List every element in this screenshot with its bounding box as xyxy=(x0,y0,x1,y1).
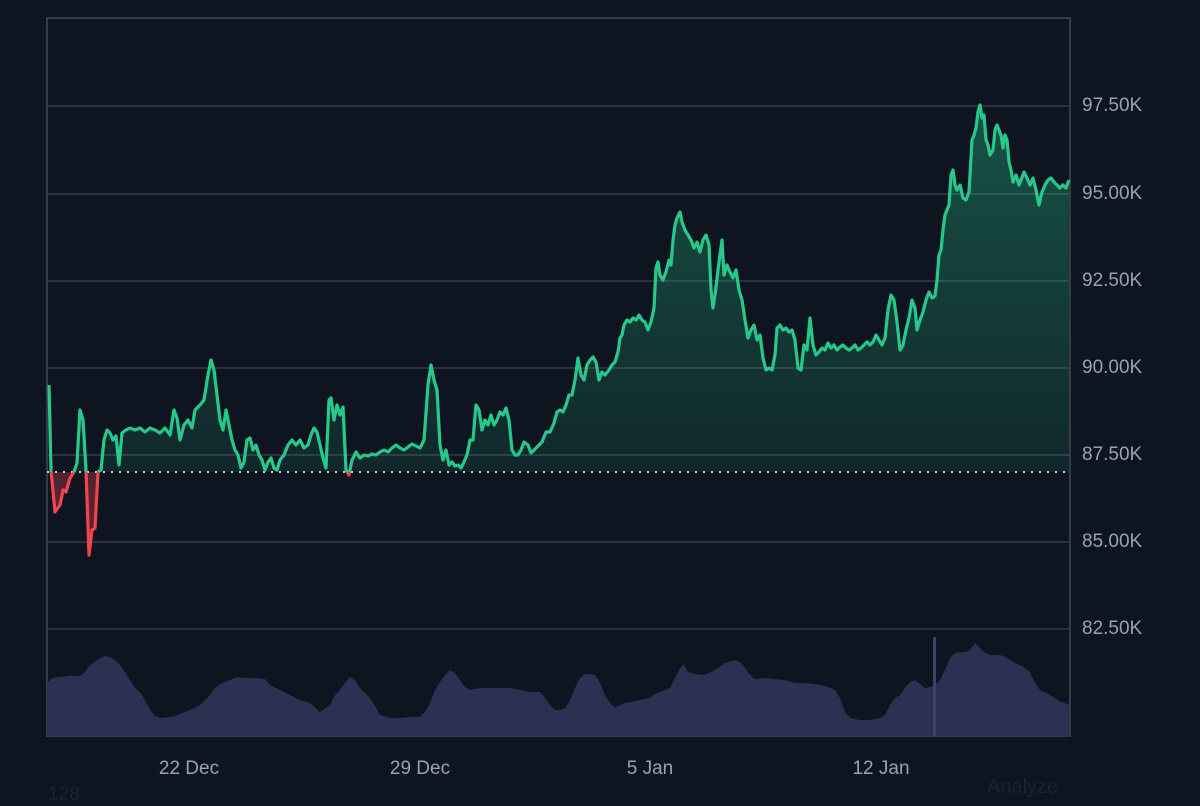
volume-histogram xyxy=(47,637,1069,736)
y-tick-label: 85.00K xyxy=(1082,531,1143,552)
y-tick-label: 87.50K xyxy=(1082,444,1143,465)
x-tick-label: 29 Dec xyxy=(389,758,451,779)
x-tick-label: 22 Dec xyxy=(158,758,220,779)
y-tick-label: 97.50K xyxy=(1082,95,1143,116)
footer-count: 128 xyxy=(48,784,80,805)
y-tick-label: 95.00K xyxy=(1082,183,1143,204)
analyze-link[interactable]: Analyze xyxy=(987,776,1059,798)
price-area xyxy=(49,105,1069,555)
x-tick-label: 12 Jan xyxy=(852,758,910,779)
x-tick-label: 5 Jan xyxy=(626,758,674,779)
y-tick-label: 90.00K xyxy=(1082,357,1143,378)
y-tick-label: 92.50K xyxy=(1082,270,1143,291)
price-line xyxy=(47,103,1071,557)
y-tick-label: 82.50K xyxy=(1082,618,1143,639)
